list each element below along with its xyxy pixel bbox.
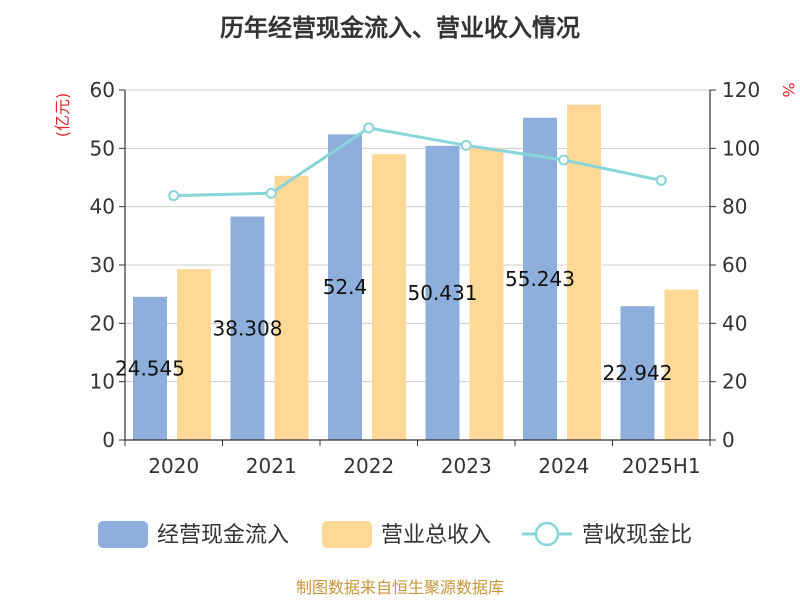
right-axis-tick: 0 (722, 428, 735, 452)
left-axis-tick: 20 (90, 311, 115, 335)
x-axis-tick: 2023 (441, 454, 492, 478)
legend-label: 经营现金流入 (157, 523, 289, 548)
bar-cash-inflow (230, 216, 265, 440)
left-axis-tick: 0 (102, 428, 115, 452)
legend: 经营现金流入 营业总收入 营收现金比 (98, 521, 692, 548)
right-axis-tick: 120 (722, 78, 760, 102)
ratio-line-path (173, 126, 662, 198)
source-note: 制图数据来自恒生聚源数据库 (296, 578, 504, 597)
right-axis-tick: 100 (722, 136, 760, 160)
bar-revenue (664, 289, 699, 440)
data-label: 24.545 (115, 356, 185, 380)
bars (133, 104, 699, 441)
legend-swatch-revenue (322, 521, 372, 548)
ratio-point (265, 187, 277, 199)
left-axis-tick: 10 (90, 370, 115, 394)
data-label: 38.308 (213, 316, 283, 340)
bar-revenue (274, 175, 309, 440)
bar-cash-inflow (425, 145, 460, 441)
left-axis-tick: 50 (90, 136, 115, 160)
x-axis-tick: 2021 (246, 454, 297, 478)
right-axis-tick: 20 (722, 370, 747, 394)
right-axis-unit: % (779, 82, 798, 97)
x-axis-tick: 2025H1 (622, 454, 701, 478)
legend-label: 营收现金比 (582, 523, 692, 548)
ratio-line (168, 122, 667, 202)
ratio-point (655, 174, 667, 186)
data-label: 55.243 (505, 267, 575, 291)
chart-title: 历年经营现金流入、营业收入情况 (220, 14, 580, 42)
bar-revenue (469, 147, 504, 440)
data-label: 50.431 (408, 281, 478, 305)
right-axis-tick: 40 (722, 311, 747, 335)
legend-swatch-cash-inflow (98, 521, 148, 548)
data-label: 22.942 (603, 361, 673, 385)
data-label: 52.4 (323, 275, 368, 299)
right-axis-tick: 80 (722, 195, 747, 219)
axes: 0 10 20 30 40 50 60 0 20 40 60 80 100 120 2020 2021 2022… (90, 78, 761, 478)
ratio-point (168, 190, 180, 202)
ratio-point (460, 139, 472, 151)
left-axis-tick: 30 (90, 253, 115, 277)
x-axis-tick: 2020 (148, 454, 199, 478)
bar-revenue (372, 154, 406, 440)
x-axis-tick: 2022 (343, 454, 394, 478)
bar-revenue (177, 269, 211, 440)
bar-cash-inflow (328, 134, 362, 441)
legend-label: 营业总收入 (381, 523, 491, 548)
bar-cash-inflow (523, 117, 557, 440)
data-labels: 24.545 38.308 52.4 50.431 55.243 22.942 (115, 267, 672, 385)
left-axis-tick: 60 (90, 78, 115, 102)
grid-lines (125, 89, 710, 383)
ratio-point (558, 154, 570, 166)
legend-swatch-ratio-marker (534, 521, 560, 547)
ratio-point (363, 122, 375, 134)
left-axis-unit: (亿元) (53, 93, 72, 138)
x-axis-tick: 2024 (538, 454, 589, 478)
right-axis-tick: 60 (722, 253, 747, 277)
bar-cash-inflow (620, 306, 655, 440)
left-axis-tick: 40 (90, 195, 115, 219)
bar-cash-inflow (133, 296, 167, 440)
